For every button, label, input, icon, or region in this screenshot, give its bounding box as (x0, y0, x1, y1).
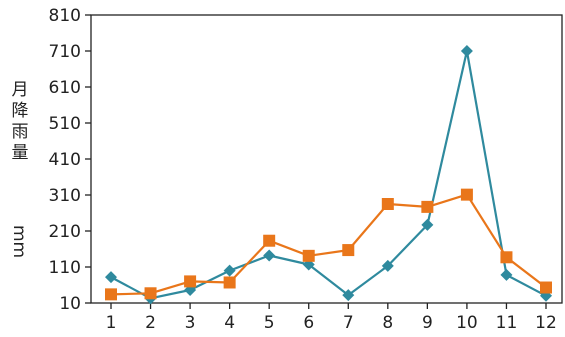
x-tick-label: 4 (224, 313, 235, 333)
y-axis-title: 月降雨量 (8, 80, 32, 164)
data-point-diamond (460, 45, 473, 57)
y-tick-label: 610 (49, 78, 81, 98)
series-2 (105, 188, 552, 301)
x-tick-label: 8 (382, 313, 393, 333)
x-tick-label: 12 (535, 313, 557, 333)
data-point-diamond (105, 271, 117, 284)
y-axis-title-char: 降 (11, 101, 29, 121)
y-axis-unit: mm (9, 225, 29, 259)
data-point-square (184, 275, 197, 288)
y-tick-label: 210 (49, 222, 81, 242)
y-tick-label: 510 (49, 114, 81, 134)
y-tick-label: 110 (49, 258, 81, 278)
data-point-square (302, 249, 315, 262)
data-point-diamond (421, 218, 434, 231)
x-tick-label: 7 (343, 313, 354, 333)
data-point-diamond (342, 289, 355, 302)
data-point-square (421, 200, 434, 213)
y-axis-title-char: 月 (11, 80, 29, 100)
x-tick-label: 9 (422, 313, 433, 333)
data-point-square (460, 188, 473, 201)
x-tick-label: 10 (456, 313, 478, 333)
x-tick-label: 11 (496, 313, 518, 333)
x-tick-label: 3 (185, 313, 196, 333)
data-point-diamond (500, 268, 513, 281)
x-tick-label: 6 (303, 313, 314, 333)
data-point-square (500, 251, 513, 264)
data-point-square (223, 276, 236, 289)
y-tick-label: 410 (49, 150, 81, 170)
series-line (110, 49, 547, 300)
x-tick-label: 1 (106, 313, 117, 333)
y-tick-label: 710 (49, 42, 81, 62)
x-tick-label: 5 (264, 313, 275, 333)
y-tick-label: 810 (49, 6, 81, 26)
series-line (110, 193, 547, 296)
series-1 (105, 45, 552, 305)
data-point-square (263, 234, 276, 247)
y-tick-label: 310 (49, 186, 81, 206)
y-axis-title-char: 量 (11, 143, 29, 163)
data-point-square (342, 244, 355, 257)
data-point-square (105, 288, 117, 301)
data-point-diamond (223, 264, 236, 277)
x-tick-label: 2 (145, 313, 156, 333)
data-point-diamond (263, 249, 276, 262)
data-point-square (381, 198, 394, 210)
y-tick-label: 10 (59, 294, 81, 314)
data-point-square (540, 281, 552, 294)
data-point-diamond (381, 259, 394, 272)
data-point-square (144, 287, 157, 300)
plot-frame (90, 14, 563, 304)
y-axis-title-char: 雨 (11, 122, 29, 142)
